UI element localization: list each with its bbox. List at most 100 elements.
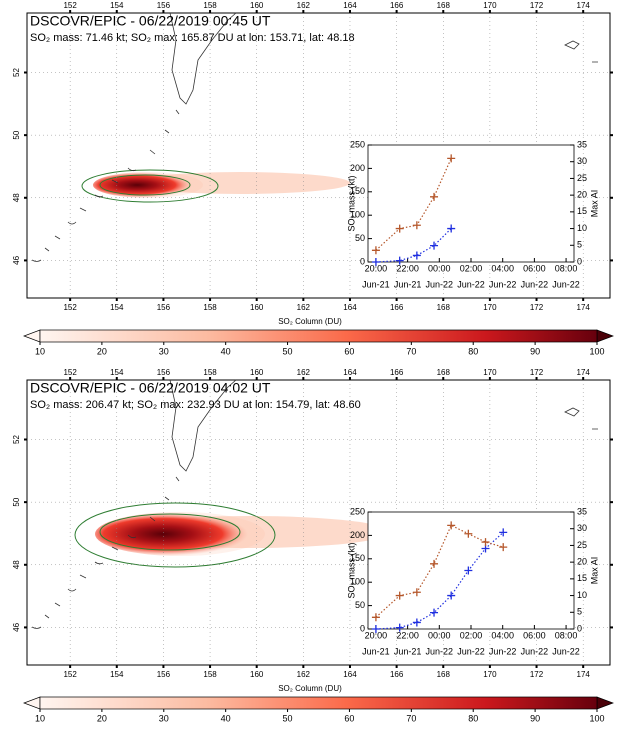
- colorbar-tick-label: 100: [589, 713, 604, 723]
- border-tick: [302, 298, 305, 301]
- y-tick-label: 0: [360, 256, 365, 266]
- border-tick: [69, 377, 72, 380]
- border-tick: [255, 10, 258, 13]
- x-tick-label: 04:00: [491, 630, 514, 640]
- data-point: [371, 625, 380, 633]
- colorbar-tick-label: 90: [530, 713, 540, 723]
- panel-title: DSCOVR/EPIC - 06/22/2019 04:02 UT: [30, 380, 271, 396]
- lon-label: 166: [390, 368, 404, 377]
- x-tick-date: Jun-22: [426, 646, 454, 656]
- y-tick-label: 200: [350, 163, 365, 173]
- data-point: [430, 241, 439, 250]
- contour: [99, 513, 241, 551]
- lon-label: 164: [343, 670, 357, 679]
- border-tick: [488, 665, 491, 668]
- data-point: [499, 528, 508, 537]
- lon-label: 160: [250, 368, 264, 377]
- lat-label: 52: [12, 68, 21, 77]
- data-point: [395, 591, 404, 600]
- border-tick: [395, 10, 398, 13]
- data-point: [412, 221, 421, 230]
- border-tick: [610, 563, 613, 566]
- x-tick-date: Jun-22: [489, 646, 517, 656]
- y-axis-label: SO₂ mass (kt): [346, 176, 356, 232]
- panel: 152 152 154 154 156 156 158 158 160 160 162 162 164 1…: [12, 1, 614, 356]
- border-tick: [610, 134, 613, 137]
- data-point: [430, 192, 439, 201]
- lon-label: 152: [63, 368, 77, 377]
- lon-label: 168: [437, 303, 451, 312]
- border-tick: [610, 501, 613, 504]
- data-point: [430, 559, 439, 568]
- y-axis-label: SO₂ mass (kt): [346, 543, 356, 599]
- y2-tick-label: 25: [577, 173, 587, 183]
- lon-label: 156: [157, 368, 171, 377]
- lon-label: 158: [203, 368, 217, 377]
- border-tick: [162, 377, 165, 380]
- contour: [99, 174, 191, 196]
- border-tick: [535, 298, 538, 301]
- contour: [74, 502, 276, 568]
- lon-label: 168: [437, 1, 451, 10]
- data-point: [481, 538, 490, 547]
- lon-label: 174: [577, 670, 591, 679]
- x-tick-label: 04:00: [491, 263, 514, 273]
- lon-label: 156: [157, 670, 171, 679]
- border-tick: [488, 298, 491, 301]
- border-tick: [442, 665, 445, 668]
- y2-tick-label: 15: [577, 573, 587, 583]
- border-tick: [582, 10, 585, 13]
- border-tick: [610, 259, 613, 262]
- colorbar-tick-label: 40: [221, 713, 231, 723]
- panel-title: DSCOVR/EPIC - 06/22/2019 00:45 UT: [30, 13, 271, 29]
- border-tick: [255, 665, 258, 668]
- border-tick: [348, 377, 351, 380]
- x-tick-label: 06:00: [523, 630, 546, 640]
- lon-label: 154: [110, 303, 124, 312]
- y2-tick-label: 20: [577, 557, 587, 567]
- border-tick: [610, 626, 613, 629]
- colorbar-tick-label: 50: [283, 346, 293, 356]
- data-point: [371, 246, 380, 255]
- data-point: [371, 258, 380, 266]
- y-tick-label: 50: [355, 233, 365, 243]
- border-tick: [255, 377, 258, 380]
- border-tick: [488, 10, 491, 13]
- y2-tick-label: 30: [577, 156, 587, 166]
- x-tick-date: Jun-22: [426, 279, 454, 289]
- data-point: [499, 543, 508, 552]
- border-tick: [582, 377, 585, 380]
- lon-label: 172: [530, 368, 544, 377]
- y2-tick-label: 35: [577, 506, 587, 516]
- lon-label: 162: [297, 670, 311, 679]
- x-tick-date: Jun-22: [552, 279, 580, 289]
- x-tick-label: 22:00: [396, 630, 419, 640]
- border-tick: [115, 377, 118, 380]
- lon-label: 158: [203, 670, 217, 679]
- lon-label: 174: [577, 1, 591, 10]
- border-tick: [162, 10, 165, 13]
- border-tick: [255, 298, 258, 301]
- y2-tick-label: 20: [577, 190, 587, 200]
- colorbar-label: SO₂ Column (DU): [278, 317, 342, 326]
- x-tick-label: 22:00: [396, 263, 419, 273]
- border-tick: [535, 377, 538, 380]
- x-tick-label: 20:00: [365, 263, 388, 273]
- data-point: [447, 591, 456, 600]
- data-point: [412, 618, 421, 627]
- colorbar-tick-label: 70: [406, 713, 416, 723]
- colorbar-low: [23, 329, 41, 343]
- border-tick: [162, 665, 165, 668]
- border-tick: [24, 626, 27, 629]
- x-tick-date: Jun-21: [394, 279, 422, 289]
- y2-tick-label: 10: [577, 590, 587, 600]
- panel: 152 152 154 154 156 156 158 158 160 160 162 162 164 1…: [12, 368, 614, 723]
- y2-tick-label: 0: [577, 623, 582, 633]
- lon-label: 170: [483, 368, 497, 377]
- data-point: [447, 521, 456, 530]
- y2-axis-label: Max AI: [589, 190, 599, 218]
- series-line: [375, 531, 504, 630]
- lon-label: 160: [250, 1, 264, 10]
